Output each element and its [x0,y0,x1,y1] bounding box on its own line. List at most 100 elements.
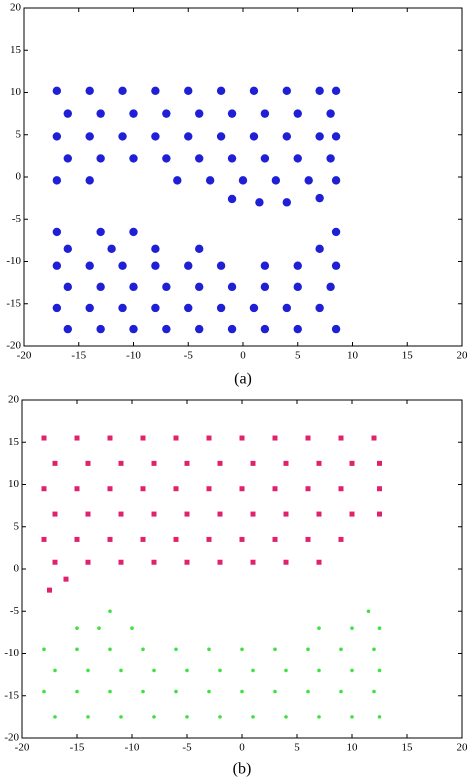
x-tick-label: -10 [126,350,141,362]
point [326,154,335,163]
point [96,154,105,163]
point [316,559,322,565]
point [293,282,302,292]
point [75,626,79,630]
x-tick-label: 5 [295,350,301,362]
point [272,435,278,441]
y-tick-label: 5 [14,520,20,532]
point [107,435,113,441]
point [206,486,212,492]
point [96,324,105,334]
point [227,282,237,292]
point [293,109,302,118]
point [282,303,291,313]
caption: (b) [233,761,252,778]
y-tick-label: 5 [16,128,22,140]
point [284,715,288,719]
point [129,227,138,237]
point [195,109,204,118]
point [349,511,355,517]
x-tick-label: -10 [125,742,140,754]
point [238,176,248,185]
point [227,109,237,118]
point [185,668,189,673]
point [52,132,62,141]
point [260,109,270,118]
point [260,154,270,163]
x-tick-label: 0 [240,350,246,362]
point [52,511,58,517]
point [283,460,289,466]
point [52,176,62,185]
point [331,176,341,185]
point [218,668,222,673]
point [339,689,343,694]
point [372,647,376,652]
point [63,282,72,292]
point [140,536,146,542]
point [151,132,160,141]
point [326,282,335,292]
point [293,154,302,163]
point [350,626,354,630]
point [249,303,259,313]
point [240,647,244,652]
y-tick-label: -5 [12,213,22,225]
point [141,689,145,694]
point [96,282,105,292]
point [118,511,124,517]
point [184,86,193,96]
point [227,324,237,334]
y-tick-label: -20 [4,732,19,744]
point [129,109,138,118]
x-tick-label: 20 [457,742,469,754]
point [217,559,223,565]
x-tick-label: 5 [294,742,300,754]
x-tick-label: -5 [182,742,192,754]
point [85,132,94,141]
point [63,244,72,254]
point [129,324,138,334]
point [63,576,69,582]
point [195,282,204,292]
point [239,435,245,441]
point [315,132,324,141]
point [86,715,90,719]
point [141,647,145,652]
point [315,303,324,313]
point [118,261,127,270]
point [152,668,156,673]
point [184,261,193,270]
point [315,244,324,254]
point [218,715,222,719]
point [41,435,47,441]
point [107,244,116,254]
point [162,154,171,163]
y-tick-label: -10 [6,255,21,267]
point [304,176,313,185]
point [377,668,382,673]
point [305,435,311,441]
point [96,227,105,237]
point [239,536,245,542]
point [273,647,277,652]
point [130,626,134,630]
point [377,460,382,466]
point [305,536,311,542]
y-tick-label: -10 [4,647,19,659]
point [216,132,226,141]
point [366,609,371,614]
point [317,668,321,673]
point [162,324,171,334]
point [108,647,112,652]
point [316,511,322,517]
point [217,460,223,466]
y-tick-label: -20 [6,340,21,352]
x-tick-label: 15 [402,350,414,362]
point [151,303,160,313]
point [195,324,204,334]
point [151,261,160,270]
point [260,282,270,292]
point [338,486,344,492]
